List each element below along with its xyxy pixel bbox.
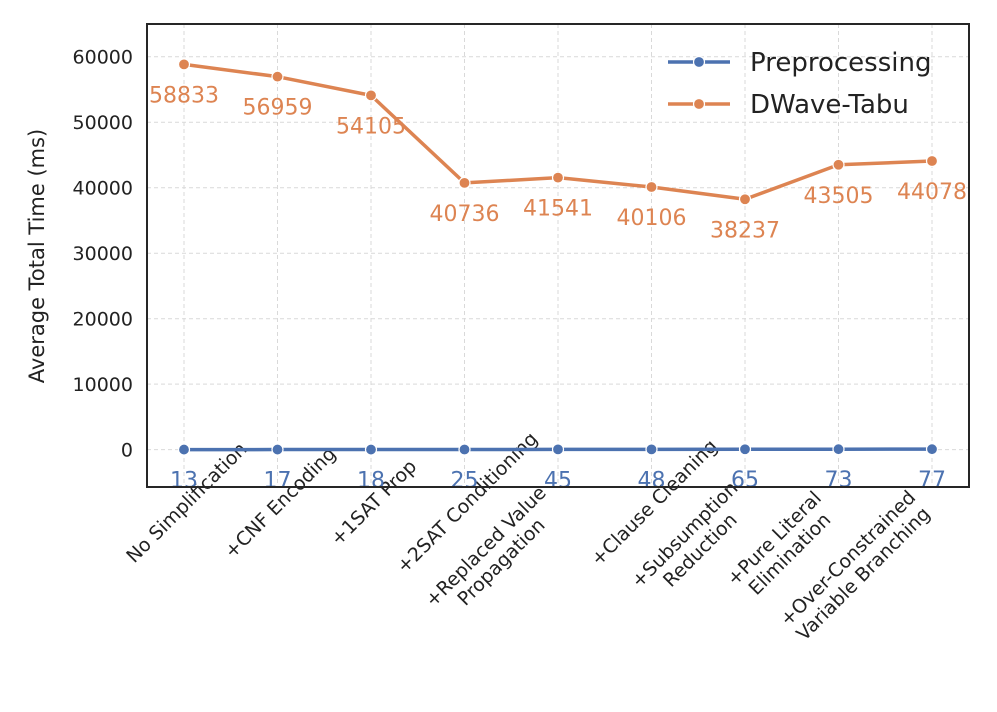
dwave-tabu-data-label: 56959 [243, 96, 313, 121]
preprocessing-data-label: 48 [638, 468, 666, 493]
preprocessing-data-label: 25 [451, 469, 479, 494]
dwave-tabu-point [551, 171, 565, 184]
dwave-tabu-legend-label: DWave-Tabu [750, 90, 909, 120]
dwave-tabu-point [832, 158, 845, 171]
dwave-tabu-data-label: 58833 [149, 83, 219, 108]
dwave-tabu-data-label: 40106 [617, 206, 687, 231]
preprocessing-legend-label: Preprocessing [750, 48, 931, 78]
preprocessing-point [458, 443, 471, 456]
preprocessing-point [551, 443, 565, 456]
dwave-tabu-point [738, 193, 752, 206]
dwave-tabu-data-label: 40736 [430, 202, 500, 227]
dwave-tabu-point [645, 180, 658, 194]
y-tick-label: 0 [121, 440, 133, 462]
preprocessing-data-label: 18 [357, 469, 385, 494]
y-tick-label: 20000 [73, 309, 133, 331]
series-layer: 13 17 18 25 45 48 65 73 77 58833 56959 54105 40736 41… [149, 58, 967, 494]
preprocessing-data-label: 17 [264, 469, 292, 494]
dwave-tabu-point [177, 58, 191, 71]
preprocessing-data-label: 13 [170, 469, 198, 494]
preprocessing-legend-marker [692, 55, 706, 69]
preprocessing-point [645, 443, 658, 456]
y-axis-ticks: 0 10000 20000 30000 40000 50000 60000 [73, 47, 133, 462]
preprocessing-point [832, 443, 845, 456]
y-axis-title: Average Total Time (ms) [25, 129, 49, 383]
preprocessing-point [364, 443, 378, 456]
y-tick-label: 60000 [73, 47, 133, 69]
legend: Preprocessing DWave-Tabu [668, 48, 931, 120]
dwave-tabu-point [364, 89, 378, 102]
plot-frame [146, 23, 970, 488]
preprocessing-point [925, 443, 939, 456]
preprocessing-data-label: 73 [825, 468, 853, 493]
dwave-tabu-legend-marker [692, 97, 706, 111]
preprocessing-point [271, 443, 284, 456]
preprocessing-data-label: 77 [918, 468, 946, 493]
dwave-tabu-data-label: 41541 [523, 197, 593, 222]
dwave-tabu-data-label: 54105 [336, 114, 406, 139]
dwave-tabu-data-label: 43505 [804, 184, 874, 209]
dwave-tabu-point [271, 70, 284, 83]
x-tick-label: +Replaced ValuePropagation [421, 482, 566, 627]
dwave-tabu-point [925, 154, 939, 168]
preprocessing-point [177, 443, 191, 456]
preprocessing-data-label: 45 [544, 468, 572, 493]
preprocessing-data-label: 65 [731, 468, 759, 493]
x-axis-ticks: No Simplification+CNF Encoding+1SAT Prop… [122, 428, 935, 645]
y-tick-label: 30000 [73, 243, 133, 265]
y-tick-label: 40000 [73, 178, 133, 200]
preprocessing-point [738, 443, 752, 456]
dwave-tabu-data-label: 44078 [897, 180, 967, 205]
y-tick-label: 50000 [73, 112, 133, 134]
y-tick-label: 10000 [73, 374, 133, 396]
dwave-tabu-data-label: 38237 [710, 218, 780, 243]
dwave-tabu-point [458, 176, 471, 190]
